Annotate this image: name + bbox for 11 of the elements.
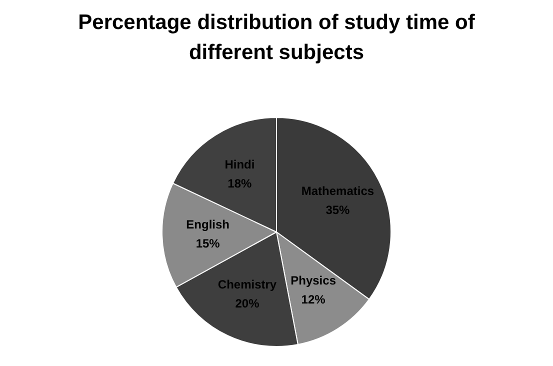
slice-label: Physics xyxy=(290,273,336,288)
slice-label: English xyxy=(186,217,230,232)
data-label: 15% xyxy=(196,236,220,250)
chart-title: Percentage distribution of study time of different subjects xyxy=(77,10,476,66)
data-label: 35% xyxy=(326,203,350,218)
slice-label: Mathematics xyxy=(301,184,374,198)
slice-label: Chemistry xyxy=(218,277,277,292)
data-label: 18% xyxy=(228,176,252,190)
slice-label: Hindi xyxy=(224,157,255,172)
data-label: 20% xyxy=(235,296,260,310)
data-label: 12% xyxy=(301,292,326,306)
